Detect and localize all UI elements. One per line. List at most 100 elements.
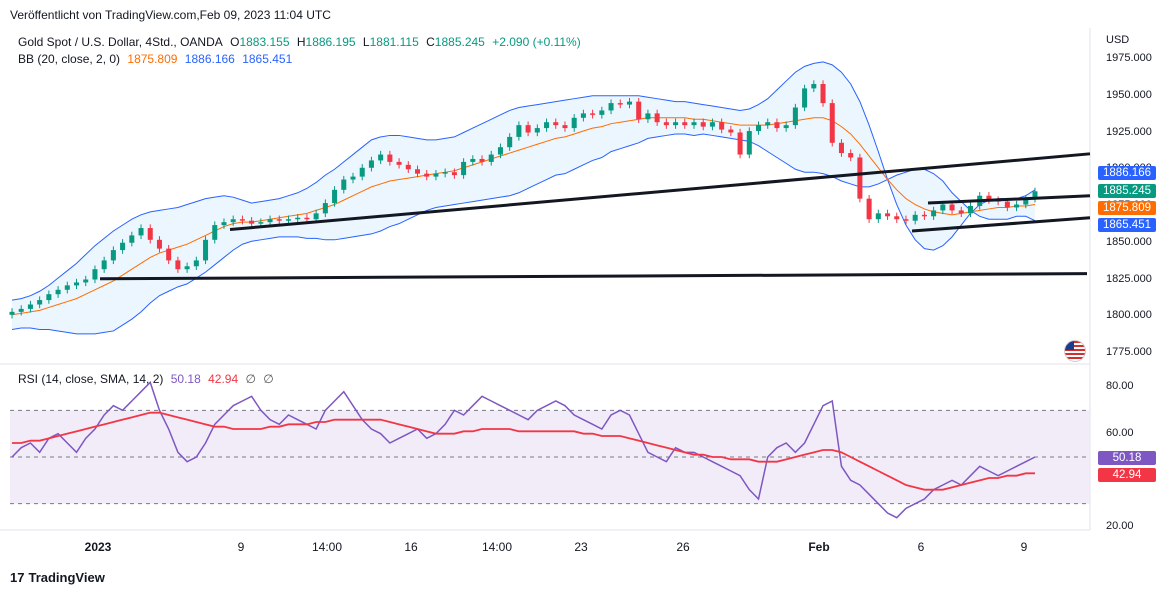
candle-body <box>940 204 946 211</box>
candle-body <box>525 125 531 133</box>
candle-body <box>608 103 614 111</box>
candle-body <box>212 225 218 240</box>
candle-body <box>1014 204 1020 208</box>
time-tick-label: 6 <box>917 540 925 554</box>
candle-body <box>829 103 835 143</box>
candle-body <box>626 101 632 105</box>
bb-lower-line <box>11 133 1036 335</box>
candle-body <box>368 160 374 168</box>
candle-body <box>387 154 393 162</box>
candle-body <box>175 260 181 270</box>
candle-body <box>654 113 660 123</box>
rsi-sma-line <box>12 411 1035 491</box>
tradingview-logo-icon: 17 <box>10 570 25 585</box>
candle-body <box>184 266 190 270</box>
candle-body <box>737 132 743 155</box>
bb-basis-value: 1875.809 <box>127 52 178 66</box>
bb-basis-line <box>11 117 1036 316</box>
candle-body <box>461 161 467 176</box>
rsi-pane <box>10 380 1090 519</box>
price-tick-label: 1925.000 <box>1106 125 1152 138</box>
candle-body <box>488 154 494 162</box>
time-tick-label: 9 <box>1020 540 1028 554</box>
candle-body <box>479 158 485 162</box>
rsi-legend-value: 50.18 <box>170 372 201 386</box>
candle-body <box>599 110 605 115</box>
symbol-title[interactable]: Gold Spot / U.S. Dollar, 4Std., OANDA <box>18 35 223 49</box>
candle-body <box>673 122 679 126</box>
open-value: 1883.155 <box>239 35 290 49</box>
candle-body <box>18 308 24 312</box>
candle-body <box>562 125 568 129</box>
close-value: 1885.245 <box>434 35 485 49</box>
candle-body <box>396 161 402 165</box>
price-tick-label: 1825.000 <box>1106 272 1152 285</box>
bb-upper-price-tag: 1886.166 <box>1098 166 1156 180</box>
candle-body <box>129 235 135 243</box>
candle-body <box>424 173 430 177</box>
tradingview-logo[interactable]: 17 TradingView <box>10 570 105 585</box>
candle-body <box>332 189 338 204</box>
candle-body <box>949 204 955 211</box>
candle-body <box>221 222 227 226</box>
candle-body <box>46 294 52 301</box>
close-price-tag: 1885.245 <box>1098 184 1156 198</box>
candle-body <box>1023 198 1029 205</box>
time-tick-label: 14:00 <box>481 540 513 554</box>
open-label: O <box>230 35 240 49</box>
candle-body <box>986 195 992 201</box>
candle-body <box>682 122 688 126</box>
candle-body <box>37 300 43 305</box>
candle-body <box>442 172 448 174</box>
time-tick-label: 16 <box>404 540 418 554</box>
candle-body <box>516 125 522 137</box>
price-tick-label: 1950.000 <box>1106 88 1152 101</box>
candle-body <box>433 173 439 177</box>
candle-body <box>534 128 540 133</box>
rsi-line <box>11 380 1036 519</box>
candle-body <box>83 279 89 283</box>
candle-body <box>765 122 771 126</box>
candle-body <box>921 214 927 217</box>
time-tick-label: 14:00 <box>311 540 343 554</box>
candle-body <box>507 136 513 148</box>
candle-body <box>553 122 559 126</box>
candle-body <box>580 113 586 118</box>
currency-label: USD <box>1106 34 1130 46</box>
candle-body <box>74 282 80 286</box>
candle-body <box>55 289 61 295</box>
support-trendline <box>99 272 1088 281</box>
candle-body <box>590 113 596 115</box>
us-flag-icon[interactable] <box>1064 340 1086 362</box>
channel-top-trendline <box>927 194 1091 205</box>
candle-body <box>322 203 328 214</box>
candle-body <box>239 219 245 221</box>
candle-body <box>848 153 854 158</box>
candle-body <box>110 250 116 261</box>
rsi-label[interactable]: RSI (14, close, SMA, 14, 2) <box>18 372 164 386</box>
candle-body <box>912 214 918 221</box>
bb-label[interactable]: BB (20, close, 2, 0) <box>18 52 121 66</box>
candle-body <box>193 260 199 267</box>
candle-body <box>802 88 808 108</box>
time-tick-label: 2023 <box>84 540 112 554</box>
candle-body <box>267 219 273 223</box>
candle-body <box>258 222 264 224</box>
candle-body <box>147 228 153 240</box>
bb-fill <box>12 61 1035 334</box>
candle-body <box>27 304 33 309</box>
candle-body <box>415 169 421 174</box>
price-tick-label: 1850.000 <box>1106 235 1152 248</box>
candle-body <box>774 122 780 129</box>
candle-body <box>544 122 550 129</box>
candle-body <box>691 122 697 126</box>
na-value-2: ∅ <box>263 372 274 386</box>
candle-body <box>792 107 798 126</box>
candle-body <box>359 167 365 177</box>
rsi-tick-label: 20.00 <box>1106 520 1134 532</box>
candle-body <box>857 157 863 199</box>
candle-body <box>746 131 752 155</box>
change-value: +2.090 (+0.11%) <box>492 35 581 49</box>
candle-body <box>636 101 642 120</box>
